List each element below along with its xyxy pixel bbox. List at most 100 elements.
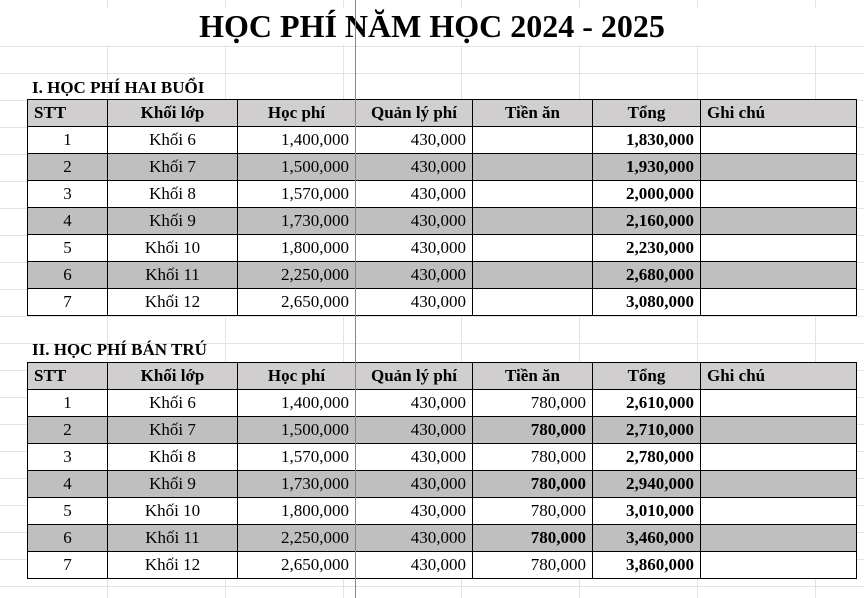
- cell-tien-an[interactable]: 780,000: [472, 443, 593, 471]
- cell-tien-an[interactable]: 780,000: [472, 551, 593, 579]
- cell-hoc-phi[interactable]: 1,400,000: [237, 126, 356, 154]
- cell-stt[interactable]: 5: [27, 497, 108, 525]
- cell-khoi-lop[interactable]: Khối 7: [107, 416, 238, 444]
- cell-tong[interactable]: 2,160,000: [592, 207, 701, 235]
- cell-ghi-chu[interactable]: [700, 551, 857, 579]
- cell-quan-ly-phi[interactable]: 430,000: [355, 389, 473, 417]
- cell-ghi-chu[interactable]: [700, 180, 857, 208]
- cell-tien-an[interactable]: 780,000: [472, 470, 593, 498]
- cell-tien-an[interactable]: [472, 207, 593, 235]
- cell-stt[interactable]: 4: [27, 207, 108, 235]
- cell-khoi-lop[interactable]: Khối 11: [107, 524, 238, 552]
- cell-ghi-chu[interactable]: [700, 234, 857, 262]
- cell-tong[interactable]: 3,010,000: [592, 497, 701, 525]
- cell-stt[interactable]: 6: [27, 524, 108, 552]
- cell-ghi-chu[interactable]: [700, 524, 857, 552]
- cell-hoc-phi[interactable]: 1,500,000: [237, 416, 356, 444]
- cell-stt[interactable]: 3: [27, 443, 108, 471]
- cell-tien-an[interactable]: [472, 261, 593, 289]
- cell-quan-ly-phi[interactable]: 430,000: [355, 153, 473, 181]
- cell-khoi-lop[interactable]: Khối 6: [107, 389, 238, 417]
- cell-stt[interactable]: 7: [27, 288, 108, 316]
- cell-stt[interactable]: 2: [27, 416, 108, 444]
- cell-quan-ly-phi[interactable]: 430,000: [355, 126, 473, 154]
- cell-tong[interactable]: 1,830,000: [592, 126, 701, 154]
- cell-khoi-lop[interactable]: Khối 9: [107, 470, 238, 498]
- cell-hoc-phi[interactable]: 1,500,000: [237, 153, 356, 181]
- cell-hoc-phi[interactable]: 1,570,000: [237, 443, 356, 471]
- header-stt[interactable]: STT: [27, 99, 108, 127]
- cell-tien-an[interactable]: [472, 126, 593, 154]
- cell-ghi-chu[interactable]: [700, 207, 857, 235]
- cell-tien-an[interactable]: 780,000: [472, 389, 593, 417]
- cell-quan-ly-phi[interactable]: 430,000: [355, 470, 473, 498]
- cell-khoi-lop[interactable]: Khối 12: [107, 551, 238, 579]
- cell-tien-an[interactable]: [472, 180, 593, 208]
- cell-khoi-lop[interactable]: Khối 9: [107, 207, 238, 235]
- cell-tien-an[interactable]: 780,000: [472, 524, 593, 552]
- cell-ghi-chu[interactable]: [700, 153, 857, 181]
- cell-khoi-lop[interactable]: Khối 8: [107, 443, 238, 471]
- cell-khoi-lop[interactable]: Khối 12: [107, 288, 238, 316]
- header-stt[interactable]: STT: [27, 362, 108, 390]
- header-tien-an[interactable]: Tiền ăn: [472, 362, 593, 390]
- cell-tong[interactable]: 3,460,000: [592, 524, 701, 552]
- cell-hoc-phi[interactable]: 1,800,000: [237, 234, 356, 262]
- cell-tien-an[interactable]: 780,000: [472, 497, 593, 525]
- cell-khoi-lop[interactable]: Khối 8: [107, 180, 238, 208]
- header-ghi-chu[interactable]: Ghi chú: [700, 362, 857, 390]
- cell-hoc-phi[interactable]: 1,400,000: [237, 389, 356, 417]
- cell-tong[interactable]: 3,860,000: [592, 551, 701, 579]
- cell-quan-ly-phi[interactable]: 430,000: [355, 288, 473, 316]
- cell-ghi-chu[interactable]: [700, 470, 857, 498]
- cell-ghi-chu[interactable]: [700, 389, 857, 417]
- cell-quan-ly-phi[interactable]: 430,000: [355, 497, 473, 525]
- cell-tong[interactable]: 1,930,000: [592, 153, 701, 181]
- cell-tien-an[interactable]: 780,000: [472, 416, 593, 444]
- header-hoc-phi[interactable]: Học phí: [237, 99, 356, 127]
- cell-tong[interactable]: 2,940,000: [592, 470, 701, 498]
- cell-khoi-lop[interactable]: Khối 11: [107, 261, 238, 289]
- cell-tien-an[interactable]: [472, 288, 593, 316]
- cell-khoi-lop[interactable]: Khối 7: [107, 153, 238, 181]
- cell-stt[interactable]: 7: [27, 551, 108, 579]
- cell-ghi-chu[interactable]: [700, 288, 857, 316]
- header-tong[interactable]: Tổng: [592, 99, 701, 127]
- header-tien-an[interactable]: Tiền ăn: [472, 99, 593, 127]
- cell-hoc-phi[interactable]: 2,650,000: [237, 288, 356, 316]
- cell-hoc-phi[interactable]: 1,730,000: [237, 470, 356, 498]
- cell-ghi-chu[interactable]: [700, 497, 857, 525]
- cell-quan-ly-phi[interactable]: 430,000: [355, 207, 473, 235]
- cell-tong[interactable]: 3,080,000: [592, 288, 701, 316]
- cell-tong[interactable]: 2,230,000: [592, 234, 701, 262]
- cell-tong[interactable]: 2,780,000: [592, 443, 701, 471]
- cell-stt[interactable]: 5: [27, 234, 108, 262]
- cell-hoc-phi[interactable]: 2,250,000: [237, 261, 356, 289]
- header-quan-ly-phi[interactable]: Quản lý phí: [355, 99, 473, 127]
- cell-tien-an[interactable]: [472, 234, 593, 262]
- cell-khoi-lop[interactable]: Khối 6: [107, 126, 238, 154]
- cell-stt[interactable]: 1: [27, 126, 108, 154]
- cell-quan-ly-phi[interactable]: 430,000: [355, 180, 473, 208]
- cell-hoc-phi[interactable]: 2,650,000: [237, 551, 356, 579]
- cell-tien-an[interactable]: [472, 153, 593, 181]
- cell-hoc-phi[interactable]: 1,800,000: [237, 497, 356, 525]
- header-khoi-lop[interactable]: Khối lớp: [107, 362, 238, 390]
- cell-tong[interactable]: 2,680,000: [592, 261, 701, 289]
- header-khoi-lop[interactable]: Khối lớp: [107, 99, 238, 127]
- cell-stt[interactable]: 1: [27, 389, 108, 417]
- cell-stt[interactable]: 6: [27, 261, 108, 289]
- cell-stt[interactable]: 4: [27, 470, 108, 498]
- cell-quan-ly-phi[interactable]: 430,000: [355, 443, 473, 471]
- cell-hoc-phi[interactable]: 2,250,000: [237, 524, 356, 552]
- cell-quan-ly-phi[interactable]: 430,000: [355, 416, 473, 444]
- cell-quan-ly-phi[interactable]: 430,000: [355, 261, 473, 289]
- cell-stt[interactable]: 3: [27, 180, 108, 208]
- header-quan-ly-phi[interactable]: Quản lý phí: [355, 362, 473, 390]
- cell-tong[interactable]: 2,000,000: [592, 180, 701, 208]
- cell-khoi-lop[interactable]: Khối 10: [107, 497, 238, 525]
- cell-hoc-phi[interactable]: 1,730,000: [237, 207, 356, 235]
- cell-stt[interactable]: 2: [27, 153, 108, 181]
- cell-quan-ly-phi[interactable]: 430,000: [355, 524, 473, 552]
- header-ghi-chu[interactable]: Ghi chú: [700, 99, 857, 127]
